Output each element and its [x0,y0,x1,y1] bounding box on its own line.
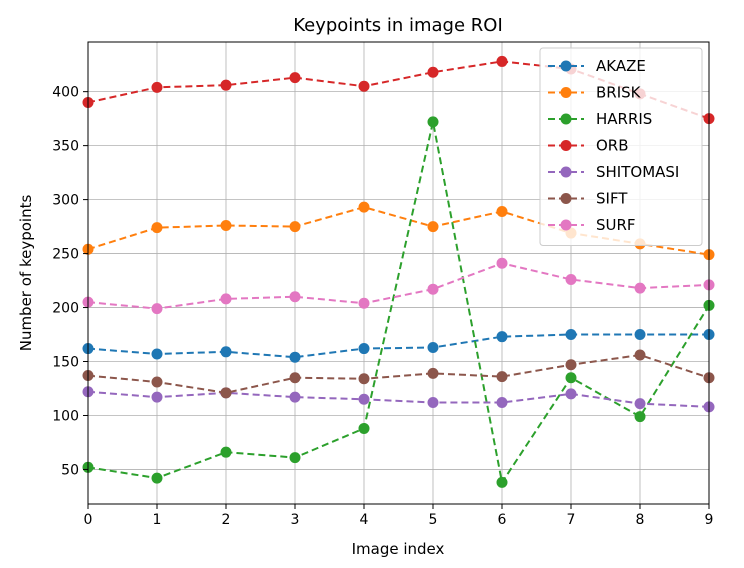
data-point-orb [220,79,232,91]
data-point-sift [358,373,370,385]
series-line-akaze [87,333,709,359]
data-point-shitomasi [289,391,301,403]
data-point-sift [427,367,439,379]
legend-label-brisk: BRISK [596,84,642,102]
x-axis-label: Image index [352,540,445,558]
y-tick-label: 350 [52,139,79,155]
data-point-surf [358,297,370,309]
data-point-surf [565,273,577,285]
plot-frame [87,41,710,505]
data-point-surf [634,282,646,294]
data-point-harris [151,472,163,484]
data-point-shitomasi [358,393,370,405]
data-point-harris [634,411,646,423]
legend-label-harris: HARRIS [596,110,652,128]
data-point-harris [496,476,508,488]
legend-marker-sift [560,193,572,204]
x-tick-label: 4 [360,512,369,528]
data-point-shitomasi [565,388,577,400]
data-point-shitomasi [151,391,163,403]
x-tick-label: 5 [429,512,438,528]
ticks: 0 1 2 3 4 5 6 7 8 9 50 100 150 200 250 300 350 400 [52,85,713,528]
legend-marker-harris [560,113,572,125]
data-point-brisk [358,201,370,213]
x-tick-label: 8 [636,512,645,528]
data-point-surf [151,303,163,315]
data-point-brisk [220,220,232,232]
y-tick-label: 50 [61,462,79,478]
legend-marker-orb [560,140,572,151]
x-tick-label: 1 [153,512,162,528]
legend-marker-shitomasi [560,166,572,178]
legend-label-orb: ORB [596,137,629,155]
data-point-harris [358,422,370,434]
data-point-sift [151,376,163,388]
data-point-brisk [427,221,439,233]
chart-title: Keypoints in image ROI [293,15,503,36]
legend-marker-akaze [560,60,572,72]
data-point-surf [220,293,232,305]
data-point-orb [496,55,508,67]
legend-label-sift: SIFT [596,190,628,208]
data-point-sift [565,359,577,371]
y-tick-label: 400 [52,85,79,101]
data-point-akaze [496,331,508,343]
data-point-surf [289,291,301,303]
data-point-sift [634,349,646,361]
series-group [82,55,715,488]
data-point-akaze [151,348,163,360]
data-point-sift [289,372,301,384]
data-point-brisk [289,221,301,233]
legend-box [539,47,703,246]
series-line-sift [87,354,710,394]
data-point-harris [220,446,232,458]
data-point-brisk [496,205,508,217]
legend: AKAZE BRISK HARRIS ORB SHITOMASI SIFT SURF [539,47,703,246]
y-tick-label: 150 [52,355,79,371]
series-line-shitomasi [87,390,710,408]
data-point-harris [289,452,301,464]
data-point-sift [496,371,508,383]
data-point-surf [496,257,508,269]
data-point-shitomasi [634,398,646,410]
series-line-orb [87,60,710,120]
data-point-sift [220,387,232,399]
data-point-shitomasi [496,397,508,409]
data-point-akaze [220,346,232,358]
y-tick-label: 250 [52,247,79,263]
data-point-orb [427,66,439,78]
legend-label-surf: SURF [596,216,636,234]
data-point-akaze [634,329,646,341]
data-point-shitomasi [427,397,439,409]
legend-label-akaze: AKAZE [596,57,646,75]
data-point-brisk [151,222,163,234]
data-point-harris [427,116,439,128]
x-tick-label: 6 [498,512,507,528]
data-point-akaze [565,329,577,341]
data-point-surf [427,283,439,295]
data-point-akaze [427,341,439,353]
y-tick-label: 300 [52,193,79,209]
data-point-akaze [289,351,301,363]
data-point-orb [358,80,370,92]
legend-marker-surf [560,219,572,231]
series-line-surf [87,262,710,310]
data-point-orb [151,81,163,93]
legend-marker-brisk [560,87,572,98]
data-point-harris [565,372,577,384]
x-tick-label: 3 [291,512,300,528]
y-tick-label: 100 [52,408,79,424]
x-tick-label: 9 [705,512,714,528]
data-point-akaze [358,343,370,355]
series-line-harris [87,121,710,486]
x-tick-label: 2 [222,512,231,528]
y-axis-label: Number of keypoints [17,195,35,352]
y-tick-label: 200 [52,301,79,317]
data-point-orb [289,72,301,84]
x-tick-label: 7 [567,512,576,528]
x-tick-label: 0 [84,512,93,528]
legend-label-shitomasi: SHITOMASI [596,163,679,181]
